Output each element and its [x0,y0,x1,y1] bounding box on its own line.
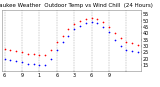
Point [61,41,64,43]
Text: Milwaukee Weather  Outdoor Temp vs Wind Chill  (24 Hours): Milwaukee Weather Outdoor Temp vs Wind C… [0,3,153,8]
Point [21,62,23,63]
Point [9,59,12,61]
Point [3,58,6,59]
Point [79,25,81,26]
Point [131,43,133,44]
Point [113,33,116,34]
Point [90,17,93,19]
Point [96,22,99,24]
Point [15,60,17,62]
Point [119,38,122,39]
Point [26,63,29,64]
Point [21,52,23,53]
Point [84,22,87,24]
Point [38,54,41,56]
Point [38,64,41,66]
Point [137,44,139,45]
Point [44,64,46,66]
Point [125,49,128,50]
Point [26,53,29,54]
Point [9,49,12,50]
Point [137,52,139,53]
Point [108,31,110,33]
Point [67,35,70,37]
Point [79,20,81,21]
Point [108,26,110,28]
Point [32,53,35,54]
Point [50,58,52,59]
Point [73,29,75,30]
Point [102,26,104,28]
Point [125,41,128,43]
Point [61,35,64,37]
Point [55,41,58,43]
Point [113,39,116,40]
Point [90,21,93,23]
Point [15,50,17,52]
Point [55,49,58,50]
Point [3,48,6,49]
Point [119,45,122,47]
Point [131,50,133,52]
Point [96,19,99,20]
Point [67,29,70,30]
Point [84,19,87,20]
Point [32,63,35,64]
Point [44,54,46,56]
Point [50,49,52,50]
Point [102,21,104,23]
Point [73,24,75,25]
